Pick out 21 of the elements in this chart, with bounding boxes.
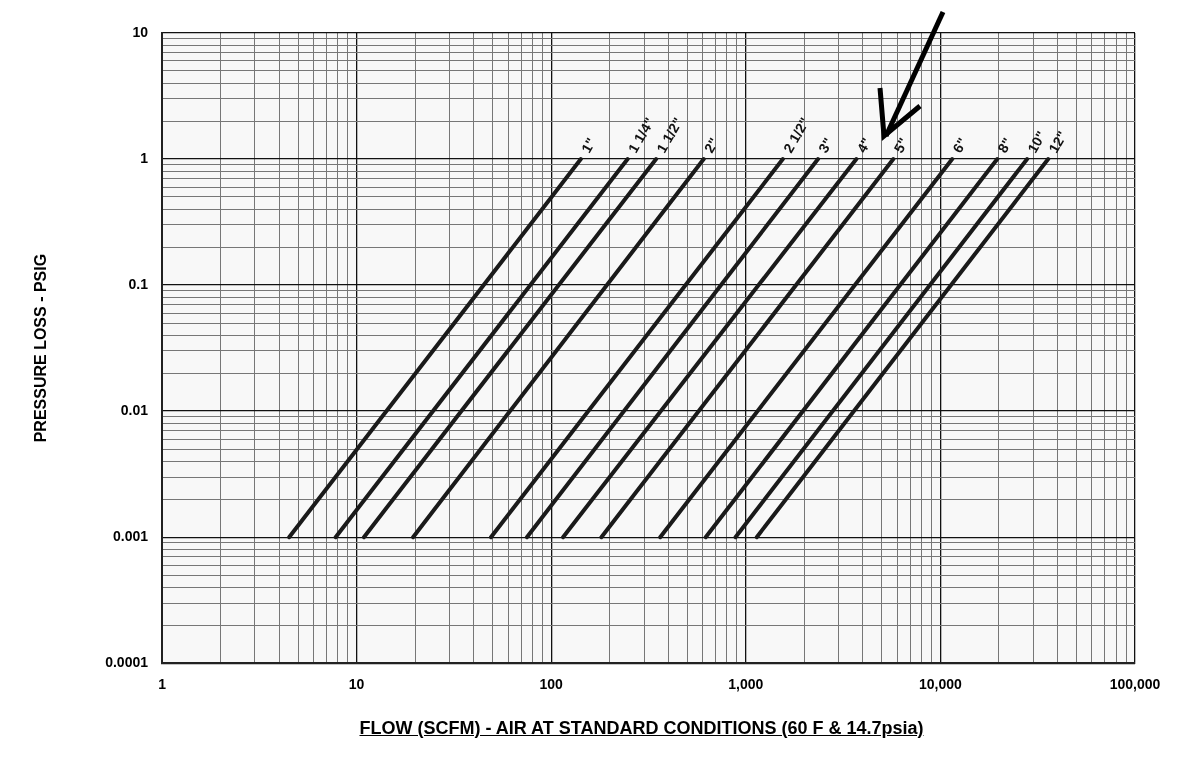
x-axis-title: FLOW (SCFM) - AIR AT STANDARD CONDITIONS (60 F & 14.7psia) [358, 718, 925, 739]
text: 2" [700, 134, 722, 156]
text: 3" [815, 134, 837, 156]
x-tick-label: 100 [539, 676, 564, 693]
x-tick-label: 10,000 [918, 676, 963, 693]
y-tick-label: 10 [132, 23, 149, 40]
y-tick-label: 0.1 [128, 275, 149, 292]
text: 5" [890, 134, 912, 156]
text: 4" [853, 134, 875, 156]
y-axis-title: PRESSURE LOSS - PSIG [32, 253, 50, 443]
text: 1" [577, 134, 599, 156]
y-tick-label: 0.01 [120, 401, 149, 418]
x-tick-label: 10 [348, 676, 365, 693]
x-tick-label: 100,000 [1109, 676, 1161, 693]
y-tick-label: 0.001 [112, 528, 149, 545]
y-tick-label: 1 [140, 149, 149, 166]
text: 8" [994, 134, 1016, 156]
x-tick-label: 1,000 [728, 676, 764, 693]
x-tick-label: 1 [158, 676, 167, 693]
text: 6" [949, 134, 971, 156]
y-tick-label: 0.0001 [105, 654, 149, 671]
